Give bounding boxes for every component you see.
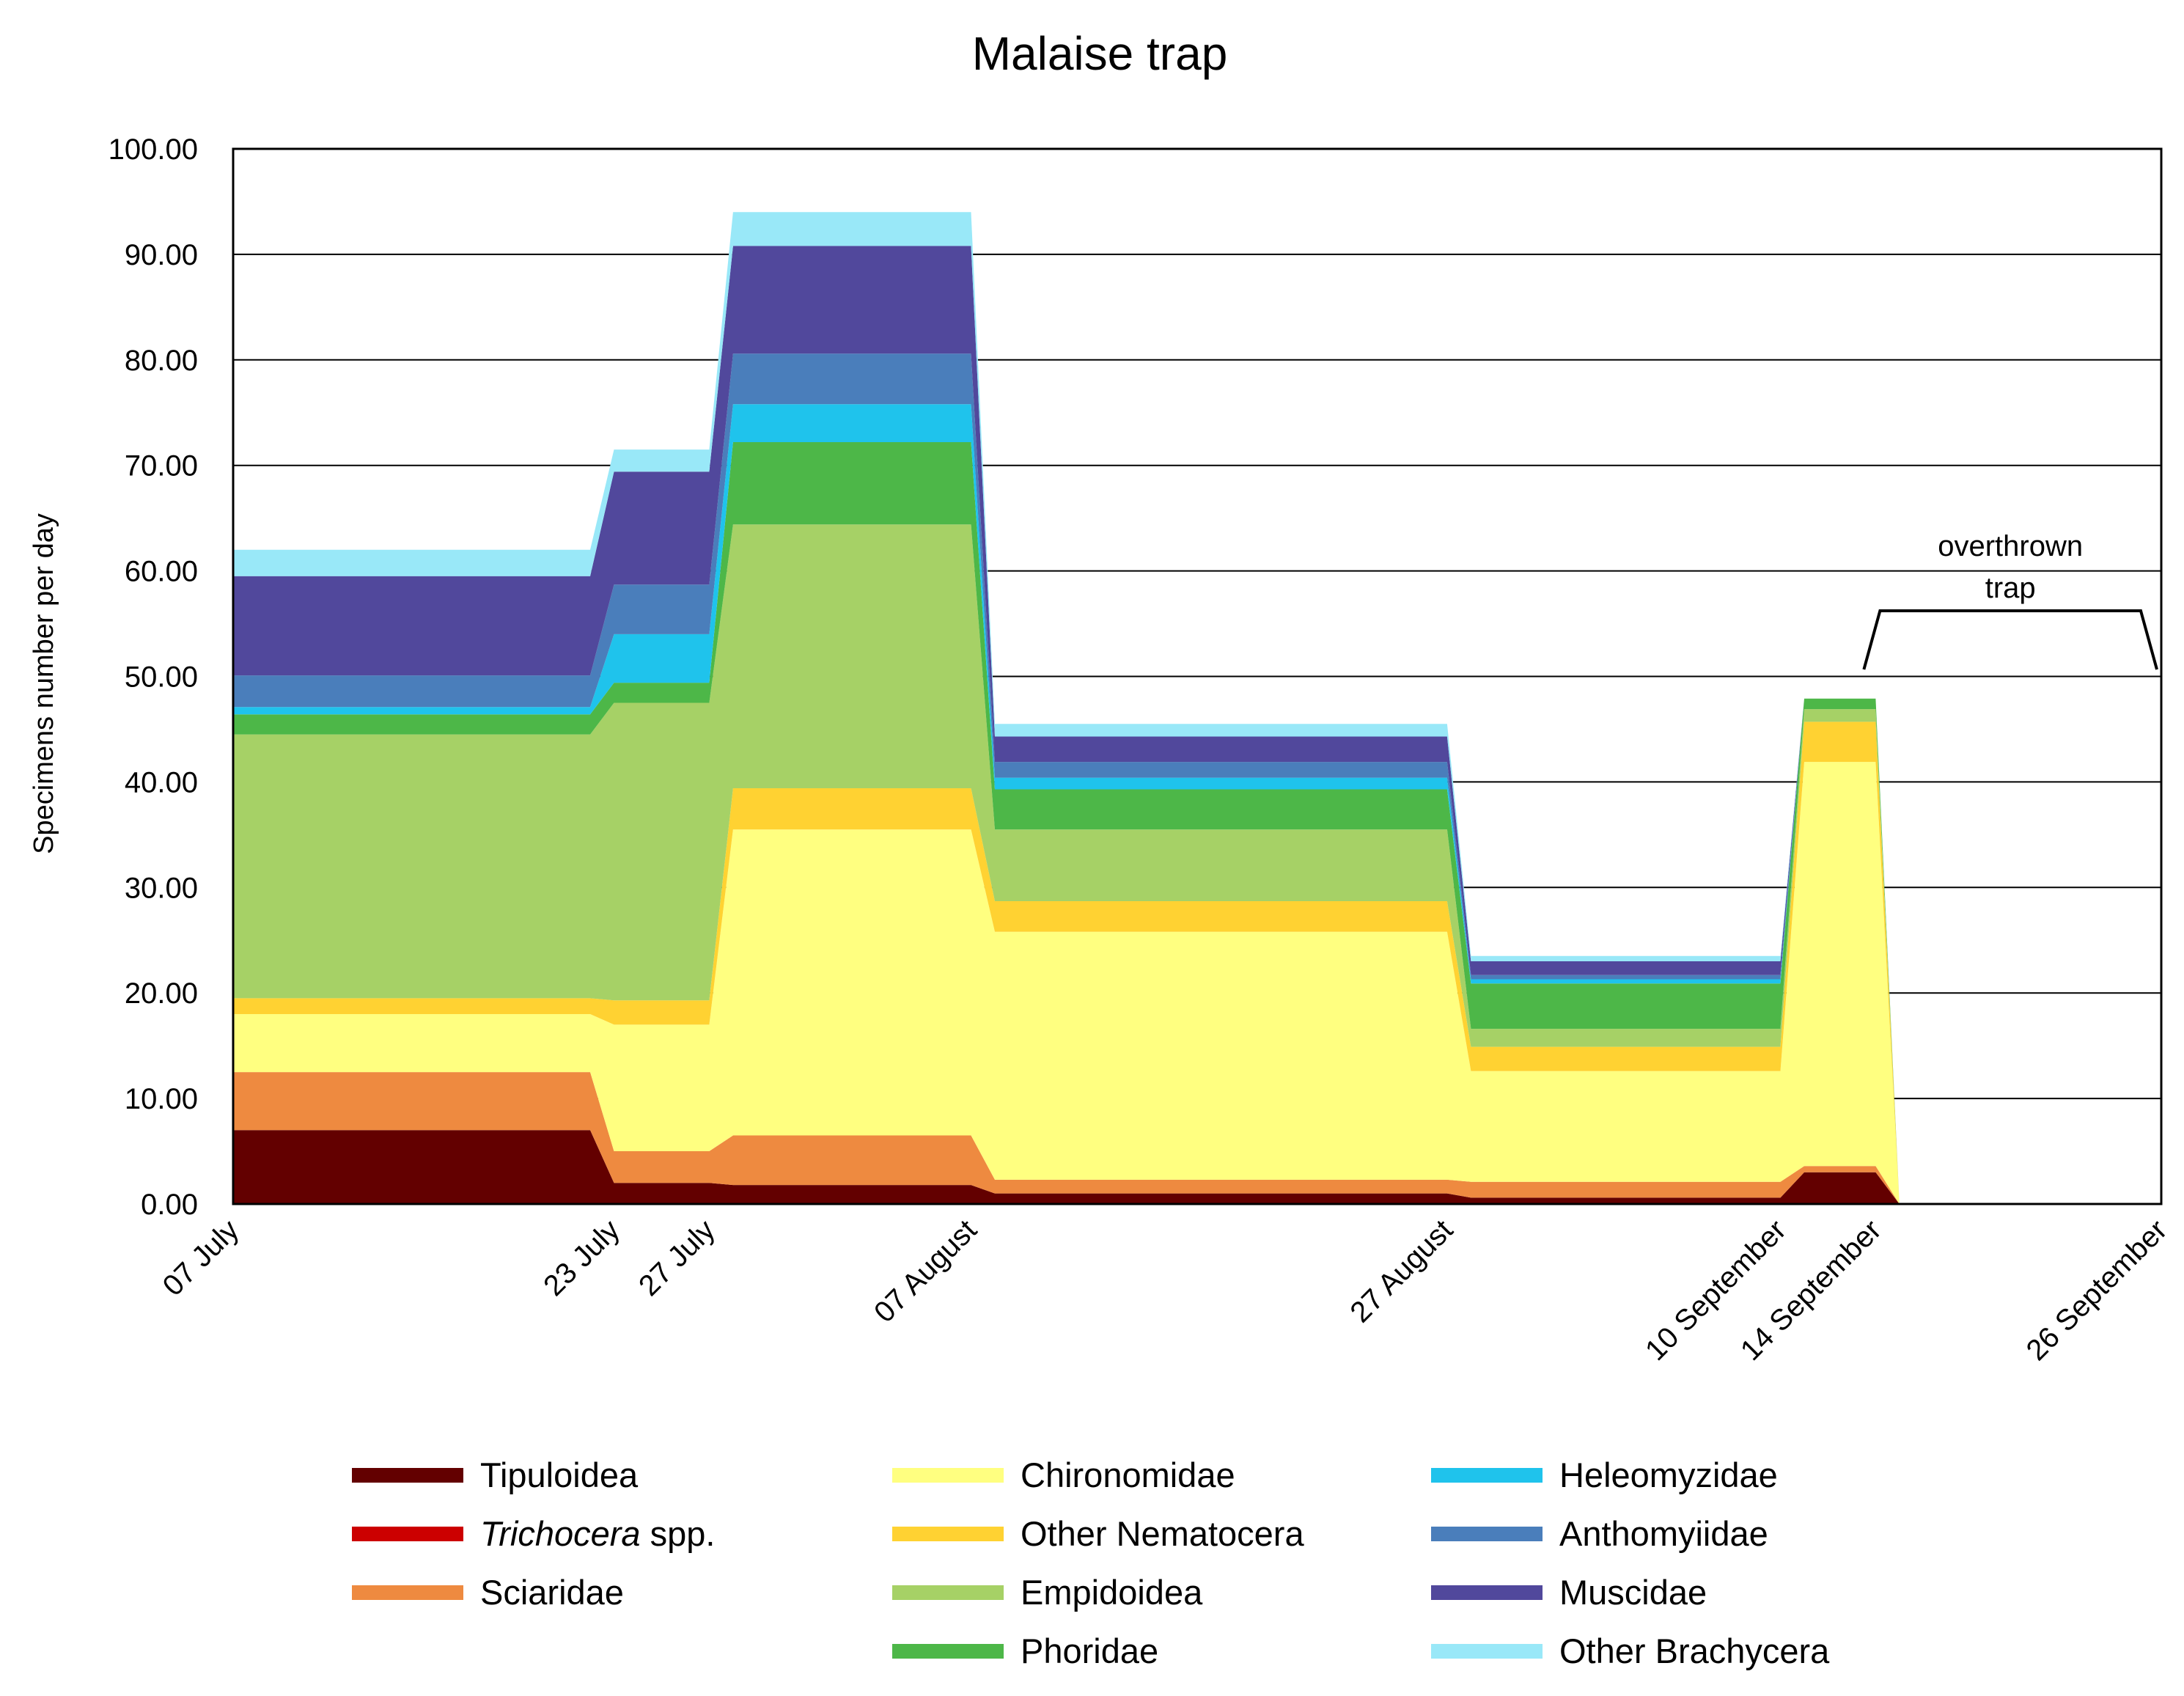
plot-frame (232, 147, 2163, 1205)
legend-swatch-other-brachycera (1431, 1644, 1543, 1659)
y-axis-ticks: 0.00 10.00 20.00 30.00 40.00 50.00 60.00 70.00 8… (109, 133, 198, 1221)
y-tick-label: 10.00 (125, 1083, 198, 1115)
y-tick-label: 90.00 (125, 239, 198, 271)
chart-title: Malaise trap (972, 27, 1228, 80)
annotation-bracket (1862, 609, 2158, 670)
legend-swatch-heleomyzidae (1431, 1468, 1543, 1483)
y-tick-label: 70.00 (125, 450, 198, 482)
y-tick-label: 80.00 (125, 345, 198, 377)
legend-label-trichocera-spp: Trichocera spp. (480, 1514, 715, 1553)
legend-label-other-brachycera: Other Brachycera (1559, 1631, 1830, 1670)
y-tick-label: 40.00 (125, 766, 198, 799)
area-sciaridae (233, 1072, 2161, 1204)
legend-label-sciaridae: Sciaridae (480, 1573, 624, 1612)
annotation-text: overthrown (1938, 530, 2083, 562)
area-chironomidae (233, 762, 2161, 1204)
area-heleomyzidae (233, 404, 2161, 1205)
legend-label-heleomyzidae: Heleomyzidae (1559, 1455, 1778, 1494)
series-areas (233, 212, 2161, 1205)
legend-label-other-nematocera: Other Nematocera (1021, 1514, 1304, 1553)
y-axis-label: Specimens number per day (29, 513, 59, 854)
legend-swatch-empidoidea (892, 1585, 1004, 1600)
x-axis-ticks: 07 July 23 July 27 July 07 August 27 August 1… (157, 1214, 2174, 1367)
area-other-brachycera (233, 212, 2161, 1204)
x-tick-label: 23 July (537, 1214, 626, 1302)
y-tick-label: 0.00 (141, 1189, 198, 1221)
legend-swatch-sciaridae (352, 1585, 463, 1600)
legend-label-empidoidea: Empidoidea (1021, 1573, 1203, 1612)
x-tick-label: 27 August (1344, 1214, 1459, 1329)
area-phoridae (233, 442, 2161, 1204)
legend-swatch-tipuloidea (352, 1468, 463, 1483)
legend-swatch-other-nematocera (892, 1527, 1004, 1541)
y-tick-label: 20.00 (125, 977, 198, 1010)
legend-swatch-muscidae (1431, 1585, 1543, 1600)
legend-swatch-chironomidae (892, 1468, 1004, 1483)
y-tick-label: 100.00 (109, 133, 198, 166)
legend-label-muscidae: Muscidae (1559, 1573, 1707, 1612)
area-anthomyiidae (233, 353, 2161, 1205)
x-tick-label: 26 September (2021, 1214, 2174, 1367)
y-tick-label: 30.00 (125, 872, 198, 904)
legend-swatch-anthomyiidae (1431, 1527, 1543, 1541)
x-tick-label: 27 July (633, 1214, 721, 1302)
area-muscidae (233, 246, 2161, 1204)
legend-label-phoridae: Phoridae (1021, 1631, 1158, 1670)
y-tick-label: 60.00 (125, 556, 198, 588)
legend-label-anthomyiidae: Anthomyiidae (1559, 1514, 1768, 1553)
area-empidoidea (233, 524, 2161, 1204)
y-tick-label: 50.00 (125, 661, 198, 694)
x-tick-label: 07 August (868, 1214, 983, 1329)
legend: Tipuloidea Trichocera spp. Sciaridae Chiron… (352, 1455, 1830, 1670)
legend-label-chironomidae: Chironomidae (1021, 1455, 1235, 1494)
legend-label-tipuloidea: Tipuloidea (480, 1455, 639, 1494)
area-tipuloidea (233, 1130, 2161, 1204)
legend-swatch-trichocera-spp (352, 1527, 463, 1541)
legend-swatch-phoridae (892, 1644, 1004, 1659)
overthrown-trap-annotation: overthrown trap (1862, 530, 2158, 670)
x-tick-label: 07 July (157, 1214, 246, 1302)
annotation-text: trap (1985, 572, 2036, 604)
